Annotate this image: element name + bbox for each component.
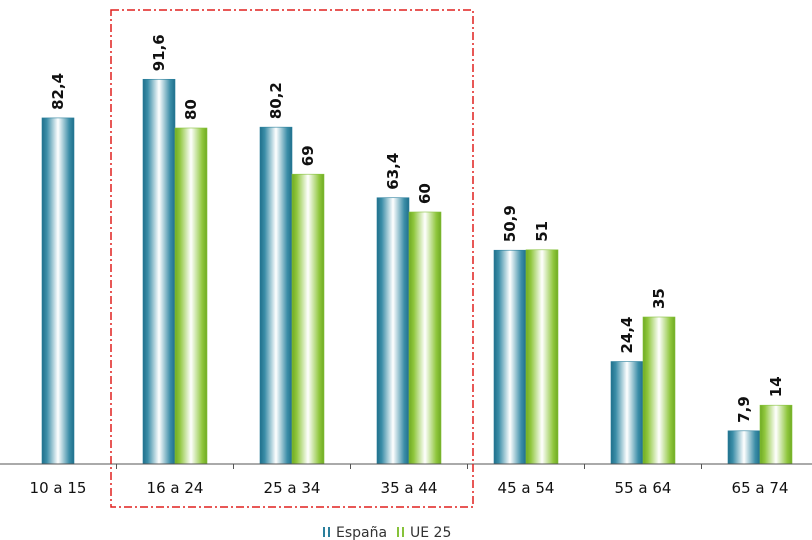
- bar-españa-2: [142, 78, 176, 465]
- legend-label-españa: España: [336, 525, 387, 540]
- value-label-ue25-6: 35: [650, 288, 668, 309]
- category-label-1: 10 a 15: [30, 479, 87, 497]
- value-label-españa-7: 7,9: [735, 396, 753, 423]
- value-label-ue25-4: 60: [416, 183, 434, 204]
- legend-item-españa: España: [323, 525, 387, 540]
- bar-ue25-3: [291, 173, 325, 465]
- value-label-españa-3: 80,2: [267, 82, 285, 119]
- value-label-españa-6: 24,4: [618, 317, 636, 354]
- bar-españa-5: [493, 249, 527, 465]
- bar-españa-4: [376, 197, 410, 465]
- bar-ue25-4: [408, 211, 442, 465]
- value-label-ue25-7: 14: [767, 376, 785, 397]
- category-label-2: 16 a 24: [147, 479, 204, 497]
- legend-swatch-ue25-2: [402, 527, 404, 537]
- bar-ue25-6: [642, 316, 676, 465]
- value-label-españa-2: 91,6: [150, 34, 168, 71]
- value-label-ue25-5: 51: [533, 221, 551, 242]
- value-label-españa-5: 50,9: [501, 205, 519, 242]
- category-label-5: 45 a 54: [498, 479, 555, 497]
- category-labels-layer: 10 a 15 16 a 24 25 a 34 35 a 44 45 a 54 55 a …: [30, 464, 789, 497]
- bar-ue25-5: [525, 249, 559, 465]
- bar-españa-1: [41, 117, 75, 465]
- bar-ue25-7: [759, 404, 793, 465]
- category-label-3: 25 a 34: [264, 479, 321, 497]
- bars-layer: [41, 78, 793, 465]
- bar-españa-6: [610, 361, 644, 465]
- bar-ue25-2: [174, 127, 208, 465]
- legend-swatch-españa: [323, 527, 325, 537]
- bar-españa-7: [727, 430, 761, 465]
- bar-españa-3: [259, 126, 293, 465]
- highlight-box: [110, 9, 474, 508]
- legend-swatch-ue25: [397, 527, 399, 537]
- category-label-6: 55 a 64: [615, 479, 672, 497]
- value-label-españa-4: 63,4: [384, 153, 402, 190]
- value-label-ue25-3: 69: [299, 145, 317, 166]
- value-label-españa-1: 82,4: [49, 73, 67, 110]
- legend: España UE 25: [323, 525, 451, 540]
- category-label-4: 35 a 44: [381, 479, 438, 497]
- legend-label-ue25: UE 25: [410, 525, 451, 540]
- legend-swatch-españa-2: [328, 527, 330, 537]
- legend-item-ue25: UE 25: [397, 525, 451, 540]
- category-label-7: 65 a 74: [732, 479, 789, 497]
- value-labels-layer: 82,4 91,6 80 80,2 69 63,4 60 50,9 51 24,4 35 7,9 14: [49, 34, 785, 423]
- value-label-ue25-2: 80: [182, 99, 200, 120]
